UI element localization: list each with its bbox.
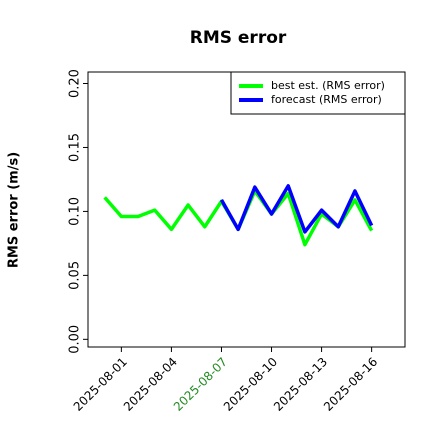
line-series [219,184,374,234]
y-tick-label: 0.20 [68,69,83,98]
y-tick-label: 0.15 [68,133,83,162]
legend-label: forecast (RMS error) [271,93,382,106]
y-tick-label: 0.00 [68,325,83,354]
y-tick-label: 0.10 [68,197,83,226]
legend-label: best est. (RMS error) [271,79,385,92]
legend-box [230,71,406,115]
chart-title: RMS error [190,28,287,48]
y-axis-label: RMS error (m/s) [7,152,22,268]
y-tick-label: 0.05 [68,261,83,290]
x-tick-label: 2025-08-16 [321,355,380,414]
